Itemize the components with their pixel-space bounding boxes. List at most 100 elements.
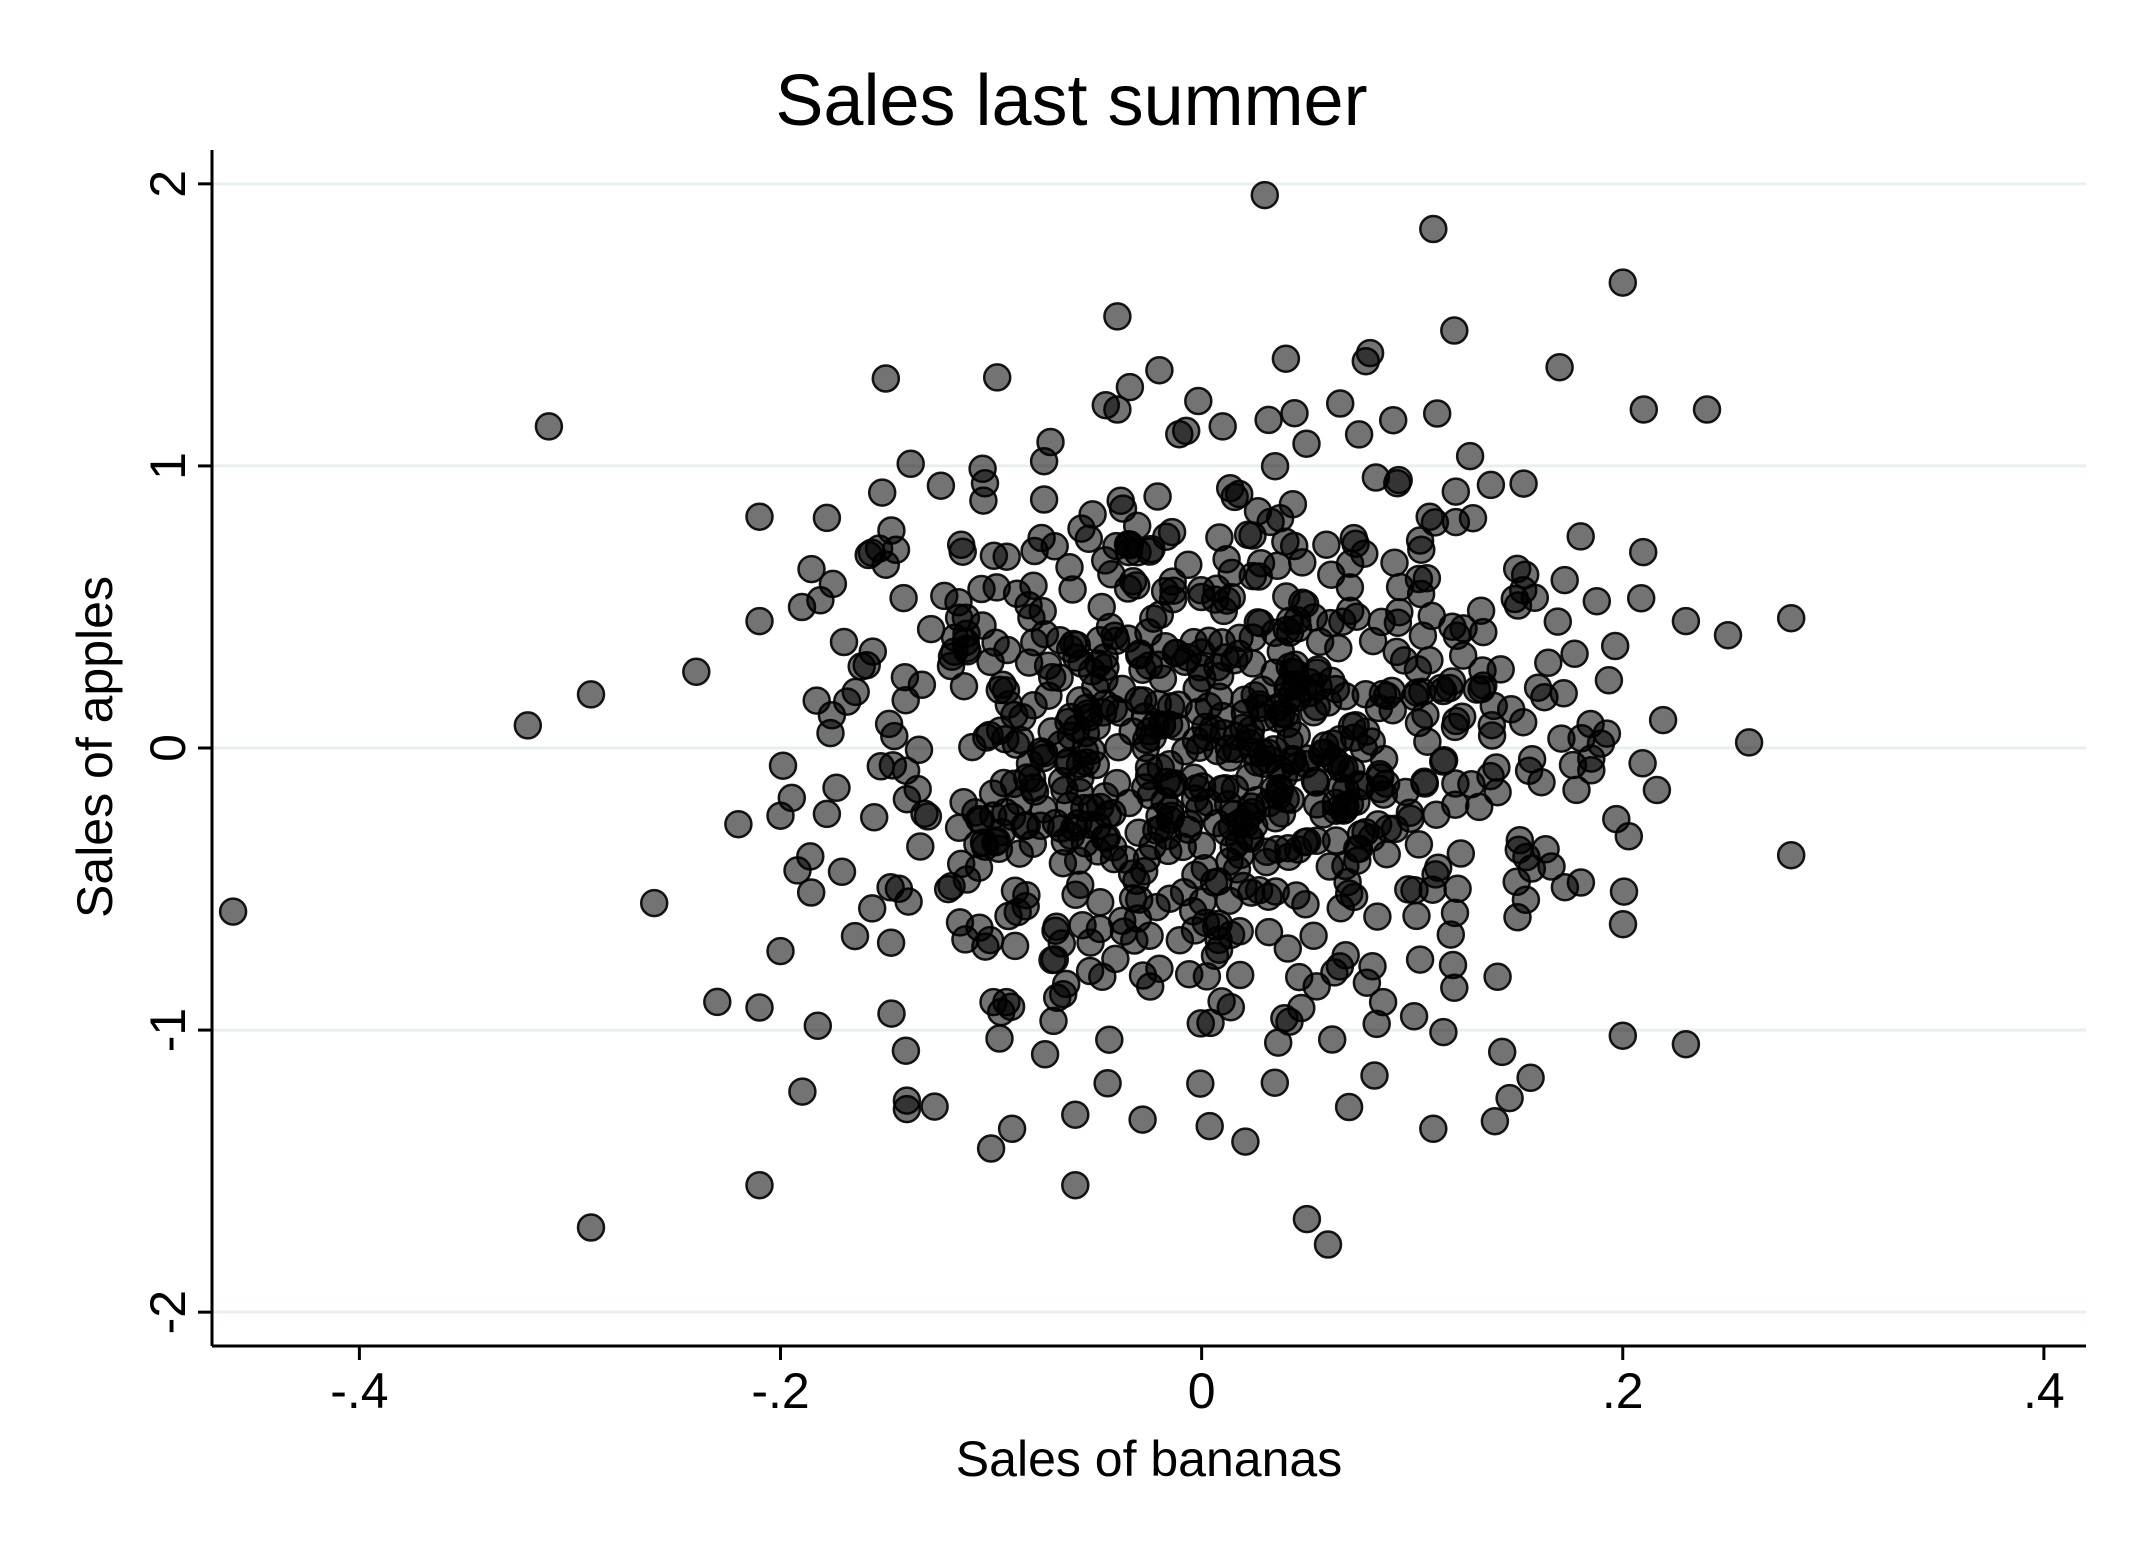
data-point <box>1582 586 1612 616</box>
data-point <box>1194 691 1224 721</box>
data-point <box>1342 602 1371 631</box>
data-point <box>1165 926 1195 955</box>
data-point <box>992 542 1021 571</box>
data-point <box>1358 952 1387 981</box>
data-point <box>970 469 1000 498</box>
data-point <box>1487 1037 1517 1067</box>
data-point <box>1626 584 1656 613</box>
data-point <box>891 685 920 715</box>
data-point <box>1477 721 1507 750</box>
data-point <box>1036 427 1065 457</box>
data-point <box>876 928 906 957</box>
data-point <box>1115 372 1145 402</box>
data-point <box>916 614 946 644</box>
data-point <box>1402 901 1431 931</box>
x-tick-label: -.4 <box>330 1363 388 1419</box>
data-point <box>1422 399 1452 428</box>
data-point <box>1320 958 1349 987</box>
data-point <box>797 554 826 584</box>
data-point <box>827 857 857 887</box>
data-point <box>1642 775 1672 805</box>
data-point <box>1250 180 1280 210</box>
data-point <box>840 921 870 951</box>
data-point <box>1292 429 1321 458</box>
data-point <box>1440 973 1469 1003</box>
data-point <box>1195 1111 1224 1141</box>
data-point <box>1776 840 1806 870</box>
data-point <box>796 878 826 907</box>
data-point <box>1273 934 1303 963</box>
data-point <box>1357 823 1387 853</box>
data-point <box>1058 575 1087 604</box>
data-point <box>812 503 842 533</box>
data-point <box>1609 877 1639 906</box>
data-point <box>1325 389 1355 418</box>
data-point <box>1162 638 1191 668</box>
data-point <box>788 1077 817 1106</box>
data-point <box>940 637 969 666</box>
data-point <box>951 925 980 954</box>
data-point <box>1600 631 1630 661</box>
data-point <box>1692 395 1722 424</box>
data-point <box>871 550 901 579</box>
data-point <box>218 897 248 926</box>
data-point <box>1480 1106 1510 1136</box>
data-point <box>766 936 795 966</box>
data-point <box>1550 872 1580 902</box>
data-point <box>1543 607 1573 636</box>
data-point <box>1138 831 1167 861</box>
data-point <box>1458 503 1488 533</box>
data-point <box>1271 344 1301 373</box>
data-point <box>1399 1002 1429 1031</box>
data-point <box>1039 1006 1068 1036</box>
data-point <box>1419 1114 1448 1144</box>
data-point <box>1776 603 1806 633</box>
data-point <box>1216 992 1246 1022</box>
data-point <box>857 894 887 923</box>
data-point <box>1364 693 1394 723</box>
data-point <box>1360 1061 1389 1090</box>
data-point <box>1212 586 1242 615</box>
data-point <box>1203 736 1232 766</box>
y-tick-label: -2 <box>140 1290 196 1334</box>
data-point <box>1282 606 1312 635</box>
data-point <box>1608 1021 1638 1050</box>
data-point <box>1368 987 1398 1017</box>
data-point <box>1205 523 1234 552</box>
data-point <box>1262 835 1292 864</box>
data-point <box>1046 814 1076 843</box>
x-tick-label: .2 <box>1602 1363 1644 1419</box>
x-tick-label: 0 <box>1188 1363 1216 1419</box>
data-point <box>1231 1127 1260 1156</box>
data-point <box>1120 926 1149 955</box>
data-point <box>783 856 812 885</box>
y-tick-label: 2 <box>140 170 196 198</box>
data-point <box>1629 395 1659 424</box>
data-point <box>1081 750 1111 780</box>
data-point <box>972 723 1001 752</box>
data-point <box>1316 608 1345 638</box>
data-point <box>1040 945 1070 974</box>
data-point <box>1592 719 1622 748</box>
data-point <box>1061 880 1090 910</box>
data-point <box>1055 634 1085 664</box>
data-point <box>1135 537 1165 566</box>
data-point <box>979 987 1008 1017</box>
data-point <box>1276 785 1305 814</box>
data-point <box>1415 646 1444 675</box>
data-point <box>1204 935 1234 964</box>
data-point <box>1315 852 1345 881</box>
data-point <box>1514 756 1544 786</box>
data-point <box>1203 652 1232 682</box>
data-point <box>1161 712 1191 741</box>
data-point <box>1253 738 1282 767</box>
data-point <box>1441 790 1470 819</box>
data-point <box>1428 676 1458 706</box>
data-point <box>1455 441 1485 471</box>
data-point <box>1222 855 1252 884</box>
data-point <box>1174 550 1203 580</box>
data-point <box>948 537 977 566</box>
data-point <box>1299 921 1328 951</box>
data-point <box>1380 548 1409 577</box>
data-point <box>867 478 897 507</box>
